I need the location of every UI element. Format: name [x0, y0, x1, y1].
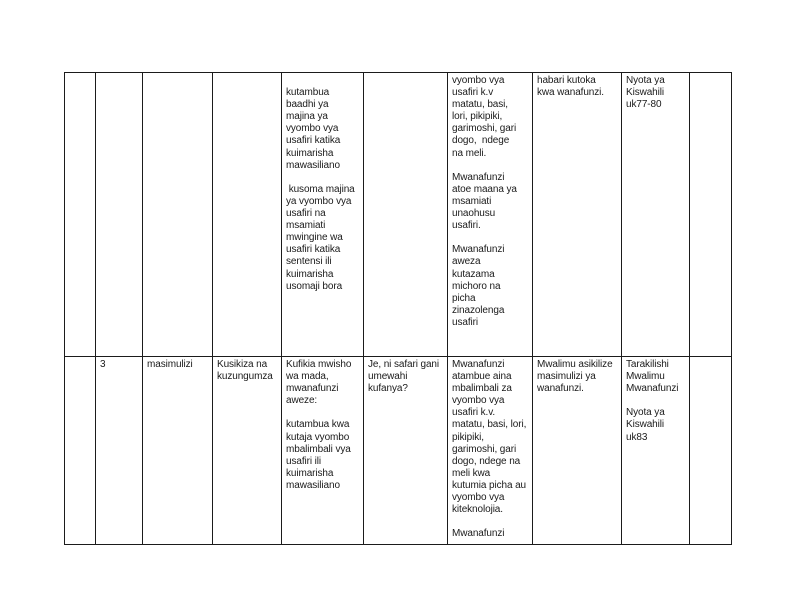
- table-cell: [142, 72, 213, 357]
- cell-text: kutambua baadhi ya majina ya vyombo vya …: [286, 87, 355, 292]
- cell-text: Kufikia mwisho wa mada, mwanafunzi aweze…: [286, 359, 352, 491]
- table-row: kutambua baadhi ya majina ya vyombo vya …: [64, 72, 732, 357]
- table-cell: Kufikia mwisho wa mada, mwanafunzi aweze…: [281, 356, 364, 545]
- table-cell: kutambua baadhi ya majina ya vyombo vya …: [281, 72, 364, 357]
- cell-text: Je, ni safari gani umewahi kufanya?: [368, 359, 440, 395]
- table-row: 3 masimulizi Kusikiza na kuzungumza Kufi…: [64, 356, 732, 545]
- table-cell: Mwalimu asikilize masimulizi ya wanafunz…: [532, 356, 622, 545]
- table-cell: Kusikiza na kuzungumza: [212, 356, 282, 545]
- table-cell: Je, ni safari gani umewahi kufanya?: [363, 356, 448, 545]
- table-cell: Mwanafunzi atambue aina mbalimbali za vy…: [447, 356, 533, 545]
- cell-text: vyombo vya usafiri k.v matatu, basi, lor…: [452, 75, 517, 328]
- cell-text: masimulizi: [147, 359, 193, 370]
- cell-text: Kusikiza na kuzungumza: [217, 359, 273, 383]
- cell-text: Mwanafunzi atambue aina mbalimbali za vy…: [452, 359, 527, 540]
- table-cell: habari kutoka kwa wanafunzi.: [532, 72, 622, 357]
- table-cell: [689, 356, 732, 545]
- cell-text: Nyota ya Kiswahili uk77-80: [626, 75, 665, 111]
- scheme-of-work-table: kutambua baadhi ya majina ya vyombo vya …: [64, 72, 732, 545]
- cell-text: 3: [100, 359, 106, 370]
- table-cell: [689, 72, 732, 357]
- table-cell: vyombo vya usafiri k.v matatu, basi, lor…: [447, 72, 533, 357]
- table-cell: [363, 72, 448, 357]
- table-cell: [64, 356, 96, 545]
- table-cell: [212, 72, 282, 357]
- cell-text: Tarakilishi Mwalimu Mwanafunzi Nyota ya …: [626, 359, 679, 443]
- table-cell: Tarakilishi Mwalimu Mwanafunzi Nyota ya …: [621, 356, 690, 545]
- cell-text: habari kutoka kwa wanafunzi.: [537, 75, 604, 99]
- table-cell: [95, 72, 143, 357]
- table-cell: masimulizi: [142, 356, 213, 545]
- cell-text: Mwalimu asikilize masimulizi ya wanafunz…: [537, 359, 613, 395]
- table-cell: Nyota ya Kiswahili uk77-80: [621, 72, 690, 357]
- table-cell: 3: [95, 356, 143, 545]
- table-cell: [64, 72, 96, 357]
